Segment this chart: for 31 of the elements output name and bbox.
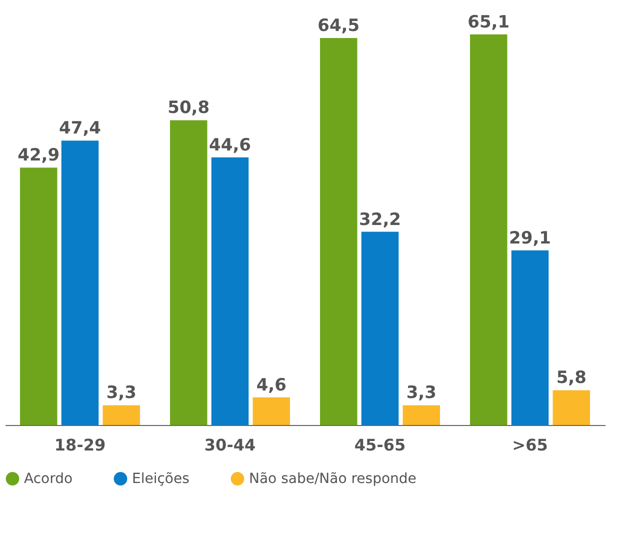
data-label: 64,5 <box>318 16 360 36</box>
data-label: 44,6 <box>209 135 251 156</box>
data-label: 42,9 <box>18 146 60 166</box>
data-label: 4,6 <box>256 375 286 396</box>
bar <box>20 168 58 425</box>
x-tick-label: 18-29 <box>54 436 106 454</box>
data-label: 32,2 <box>359 210 401 230</box>
x-tick-label: >65 <box>512 436 548 454</box>
x-tick-label: 45-65 <box>354 436 406 454</box>
data-label: 50,8 <box>168 98 210 118</box>
bar <box>470 34 508 425</box>
legend-label: Eleições <box>132 470 190 487</box>
legend-label: Acordo <box>24 470 73 487</box>
data-label: 5,8 <box>556 368 586 388</box>
bar <box>552 390 590 425</box>
bar <box>211 157 249 425</box>
bar <box>361 232 399 425</box>
data-label: 3,3 <box>106 383 136 404</box>
bar <box>511 250 549 425</box>
bar <box>170 120 208 425</box>
legend-label: Não sabe/Não responde <box>249 470 416 487</box>
data-label: 65,1 <box>468 12 510 32</box>
bar <box>252 397 290 425</box>
bar <box>402 405 440 425</box>
data-label: 3,3 <box>406 383 436 404</box>
x-tick-label: 30-44 <box>204 436 256 454</box>
bar <box>61 140 99 425</box>
data-label: 47,4 <box>59 118 102 139</box>
data-label: 29,1 <box>509 228 551 248</box>
bar <box>102 405 140 425</box>
bar <box>320 38 358 425</box>
